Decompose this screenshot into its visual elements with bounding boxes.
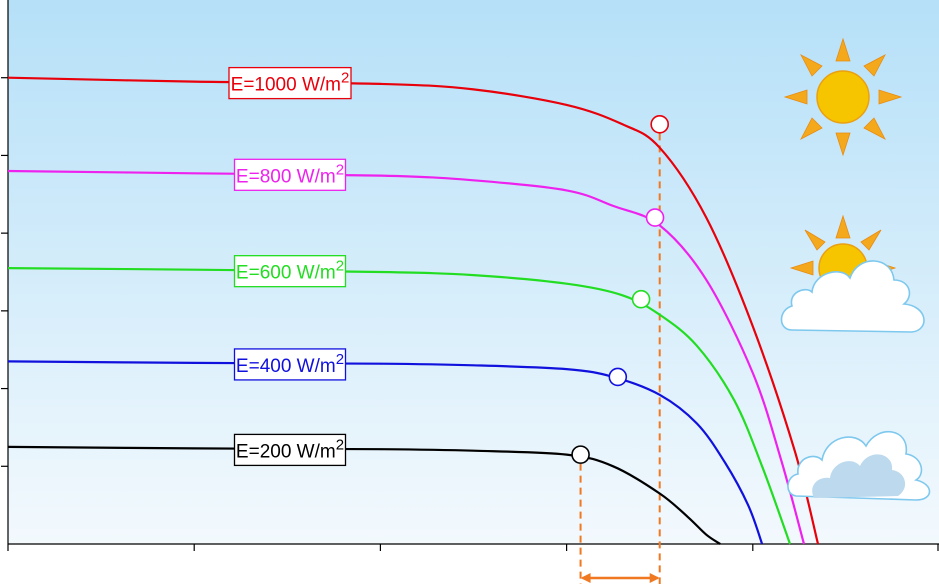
series-label-box-0 <box>228 66 352 100</box>
series-label-1: E=800 W/m2 <box>236 161 344 187</box>
series-label-superscript: 2 <box>336 351 344 368</box>
sun-behind-cloud-icon <box>780 214 925 333</box>
series-label-main: E=800 W/m <box>236 166 336 187</box>
mpp-marker-series-4 <box>571 445 590 464</box>
series-label-main: E=1000 W/m <box>231 75 341 96</box>
series-label-0: E=1000 W/m2 <box>231 70 350 96</box>
series-label-box-4 <box>233 433 347 467</box>
series-label-3: E=400 W/m2 <box>236 351 344 377</box>
cloud-icon <box>787 431 931 501</box>
mpp-drop-lines <box>579 133 661 584</box>
curve-series-3 <box>7 360 764 545</box>
series-label-2: E=600 W/m2 <box>236 258 344 284</box>
series-label-superscript: 2 <box>336 436 344 453</box>
mpp-range-arrowhead-left <box>580 573 591 583</box>
series-labels: E=1000 W/m2E=800 W/m2E=600 W/m2E=400 W/m… <box>228 66 352 467</box>
sun-icon <box>783 37 903 157</box>
plot-background <box>8 0 939 544</box>
series-label-superscript: 2 <box>336 258 344 275</box>
mpp-marker-series-0 <box>650 115 670 134</box>
series-label-main: E=200 W/m <box>236 441 336 462</box>
series-label-superscript: 2 <box>336 161 344 178</box>
series-label-superscript: 2 <box>341 70 349 87</box>
mpp-range-arrowhead-right <box>649 573 660 583</box>
series-label-box-1 <box>233 158 347 191</box>
series-label-main: E=600 W/m <box>236 263 336 284</box>
axes <box>1 0 939 551</box>
mpp-marker-series-2 <box>631 289 651 309</box>
mpp-marker-series-3 <box>608 367 628 387</box>
series-label-box-2 <box>233 255 347 288</box>
mpp-marker-series-1 <box>645 208 665 227</box>
curve-series-4 <box>7 445 721 545</box>
series-label-4: E=200 W/m2 <box>236 436 344 462</box>
series-label-main: E=400 W/m <box>236 356 336 377</box>
series-label-box-3 <box>233 348 347 381</box>
